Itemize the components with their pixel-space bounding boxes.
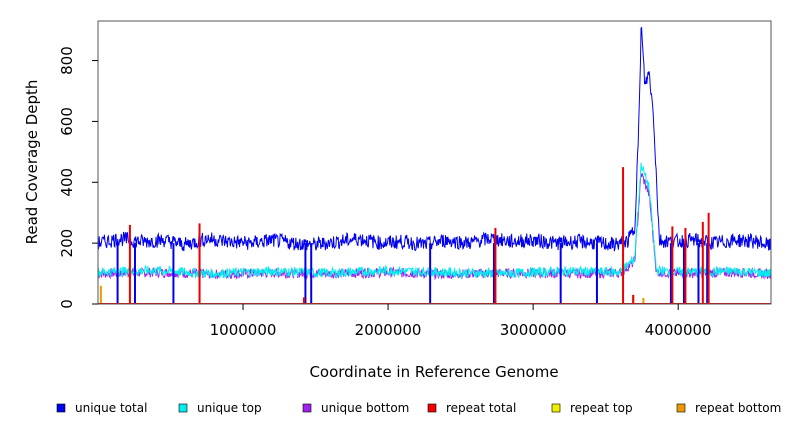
legend-label-repeat-top: repeat top bbox=[570, 401, 633, 415]
y-axis: 0 200 400 600 800 bbox=[58, 46, 98, 309]
legend-label-unique-top: unique top bbox=[197, 401, 262, 415]
y-tick-label: 600 bbox=[58, 107, 76, 136]
x-tick-label: 3000000 bbox=[500, 321, 567, 339]
legend: unique total unique top unique bottom repea… bbox=[56, 401, 781, 415]
legend-swatch-unique-total bbox=[56, 403, 66, 413]
x-axis-label: Coordinate in Reference Genome bbox=[309, 363, 558, 381]
y-tick-label: 800 bbox=[58, 46, 76, 75]
legend-label-repeat-bottom: repeat bottom bbox=[695, 401, 781, 415]
y-tick-label: 200 bbox=[58, 229, 76, 258]
legend-swatch-repeat-bottom bbox=[676, 403, 686, 413]
y-axis-label: Read Coverage Depth bbox=[23, 80, 41, 245]
series-unique-total-line bbox=[97, 26, 772, 252]
legend-swatch-repeat-top bbox=[551, 403, 561, 413]
legend-swatch-unique-top bbox=[178, 403, 188, 413]
legend-swatch-repeat-total bbox=[427, 403, 437, 413]
x-tick-label: 1000000 bbox=[210, 321, 277, 339]
legend-swatch-unique-bottom bbox=[302, 403, 312, 413]
legend-label-repeat-total: repeat total bbox=[446, 401, 516, 415]
y-tick-label: 0 bbox=[58, 299, 76, 309]
legend-label-unique-bottom: unique bottom bbox=[321, 401, 409, 415]
plot-series-group bbox=[97, 26, 772, 304]
x-tick-label: 4000000 bbox=[645, 321, 712, 339]
legend-label-unique-total: unique total bbox=[75, 401, 147, 415]
plot-frame bbox=[97, 20, 772, 305]
series-unique-top-line bbox=[97, 162, 772, 280]
x-tick-label: 2000000 bbox=[355, 321, 422, 339]
y-tick-label: 400 bbox=[58, 168, 76, 197]
x-axis: 1000000 2000000 3000000 4000000 bbox=[210, 304, 712, 339]
